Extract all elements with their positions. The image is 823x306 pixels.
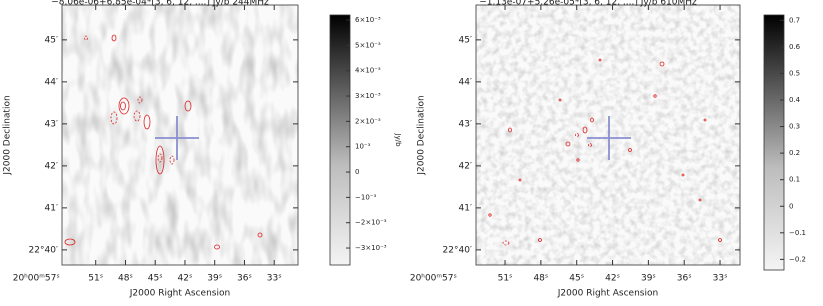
contour <box>120 101 126 111</box>
x-axis-label: J2000 Right Ascension <box>129 289 230 299</box>
contour <box>488 213 492 217</box>
y-tick-label: 43′ <box>459 119 473 129</box>
y-axis-label: J2000 Declination <box>417 95 427 175</box>
colorbar-tick-label: 0.6 <box>789 43 801 51</box>
y-axis-label: J2000 Declination <box>3 95 13 175</box>
y-tick-label: 44′ <box>459 77 473 87</box>
contour <box>111 34 117 42</box>
x-tick-label: 33ˢ <box>267 274 282 284</box>
contour <box>155 145 165 175</box>
contour <box>257 232 263 238</box>
colorbar-tick-label: −10⁻³ <box>355 193 376 201</box>
colorbar-tick-label: 5×10⁻³ <box>355 41 381 49</box>
y-tick-label: 42′ <box>459 161 473 171</box>
x-tick-label: 51ˢ <box>88 274 103 284</box>
x-axis-label: J2000 Right Ascension <box>557 289 658 299</box>
colorbar-tick-label: 4×10⁻³ <box>355 67 381 75</box>
x-tick-label: 42ˢ <box>605 274 620 284</box>
colorbar-tick-label: 0 <box>789 202 793 210</box>
chart-title: −8.06e-06+6.85e-04*[3, 6, 12, ....] Jy/b… <box>51 0 269 8</box>
y-tick-label: 22°40′ <box>29 245 58 255</box>
x-tick-label: 39ˢ <box>207 274 222 284</box>
y-tick-label: 45′ <box>459 35 473 45</box>
x-tick-label: 51ˢ <box>498 274 513 284</box>
x-tick-label: 20ʰ00ᵐ57ˢ <box>410 274 457 284</box>
contour <box>718 238 722 242</box>
chart-title: −1.13e-07+5.26e-05*[3, 6, 12, ....] Jy/b… <box>479 0 697 8</box>
contour-negative <box>502 240 510 246</box>
colorbar-tick-label: 3×10⁻³ <box>355 92 381 100</box>
colorbar <box>329 14 351 266</box>
contour <box>659 61 665 67</box>
x-tick-label: 48ˢ <box>118 274 133 284</box>
colorbar <box>763 14 785 271</box>
contour-negative <box>157 153 163 163</box>
plot-frame <box>61 4 299 266</box>
y-tick-label: 43′ <box>45 119 59 129</box>
x-tick-label: 36ˢ <box>677 274 692 284</box>
colorbar-tick-label: −2×10⁻³ <box>355 219 387 227</box>
colorbar-tick-label: −0.1 <box>789 229 806 237</box>
colorbar-tick-label: 2×10⁻³ <box>355 117 381 125</box>
contour <box>518 178 522 182</box>
colorbar-tick-label: 0.3 <box>789 123 800 131</box>
contour <box>118 97 130 115</box>
contour <box>508 127 512 133</box>
contour <box>143 114 151 130</box>
colorbar-tick-label: 0.2 <box>789 149 800 157</box>
plot-frame <box>475 4 741 266</box>
y-tick-label: 41′ <box>459 203 473 213</box>
colorbar-label: Jy/b <box>394 132 402 147</box>
x-tick-label: 48ˢ <box>533 274 548 284</box>
x-tick-label: 39ˢ <box>641 274 656 284</box>
colorbar-tick-label: 0.7 <box>789 16 800 24</box>
x-tick-label: 45ˢ <box>569 274 584 284</box>
contour <box>184 100 192 112</box>
contour <box>576 158 580 162</box>
contour-negative <box>169 155 175 165</box>
contour-negative <box>84 35 88 41</box>
contour-negative <box>137 96 143 104</box>
contour <box>590 117 594 123</box>
colorbar-tick-label: 0.4 <box>789 96 801 104</box>
x-tick-label: 20ʰ00ᵐ57ˢ <box>13 274 60 284</box>
y-tick-label: 44′ <box>45 77 59 87</box>
colorbar-tick-label: 6×10⁻³ <box>355 16 381 24</box>
contour <box>565 141 571 147</box>
x-tick-label: 45ˢ <box>148 274 163 284</box>
contour <box>698 198 702 202</box>
x-tick-label: 36ˢ <box>237 274 252 284</box>
x-tick-label: 42ˢ <box>178 274 193 284</box>
colorbar-tick-label: 0.5 <box>789 69 800 77</box>
contour <box>558 98 562 102</box>
x-tick-label: 33ˢ <box>713 274 728 284</box>
colorbar-tick-label: −0.2 <box>789 255 806 263</box>
image-noise <box>476 5 740 265</box>
y-tick-label: 45′ <box>45 35 59 45</box>
contour-negative <box>588 143 592 147</box>
contour-negative <box>575 133 579 137</box>
contour <box>582 126 588 134</box>
contour <box>703 118 707 122</box>
contour <box>628 148 632 152</box>
contour <box>598 58 602 62</box>
y-tick-label: 22°40′ <box>443 245 472 255</box>
contour <box>653 94 657 98</box>
y-tick-label: 42′ <box>45 161 59 171</box>
colorbar-tick-label: 10⁻³ <box>355 143 371 151</box>
contour <box>214 244 220 250</box>
contour-negative <box>110 111 118 125</box>
image-noise <box>62 5 298 265</box>
y-tick-label: 41′ <box>45 203 59 213</box>
colorbar-tick-label: 0 <box>355 168 359 176</box>
contour-negative <box>133 110 141 122</box>
colorbar-tick-label: 0.1 <box>789 176 800 184</box>
contour <box>681 173 685 177</box>
contour <box>538 238 542 242</box>
contour <box>64 238 76 246</box>
colorbar-tick-label: −3×10⁻³ <box>355 244 387 252</box>
